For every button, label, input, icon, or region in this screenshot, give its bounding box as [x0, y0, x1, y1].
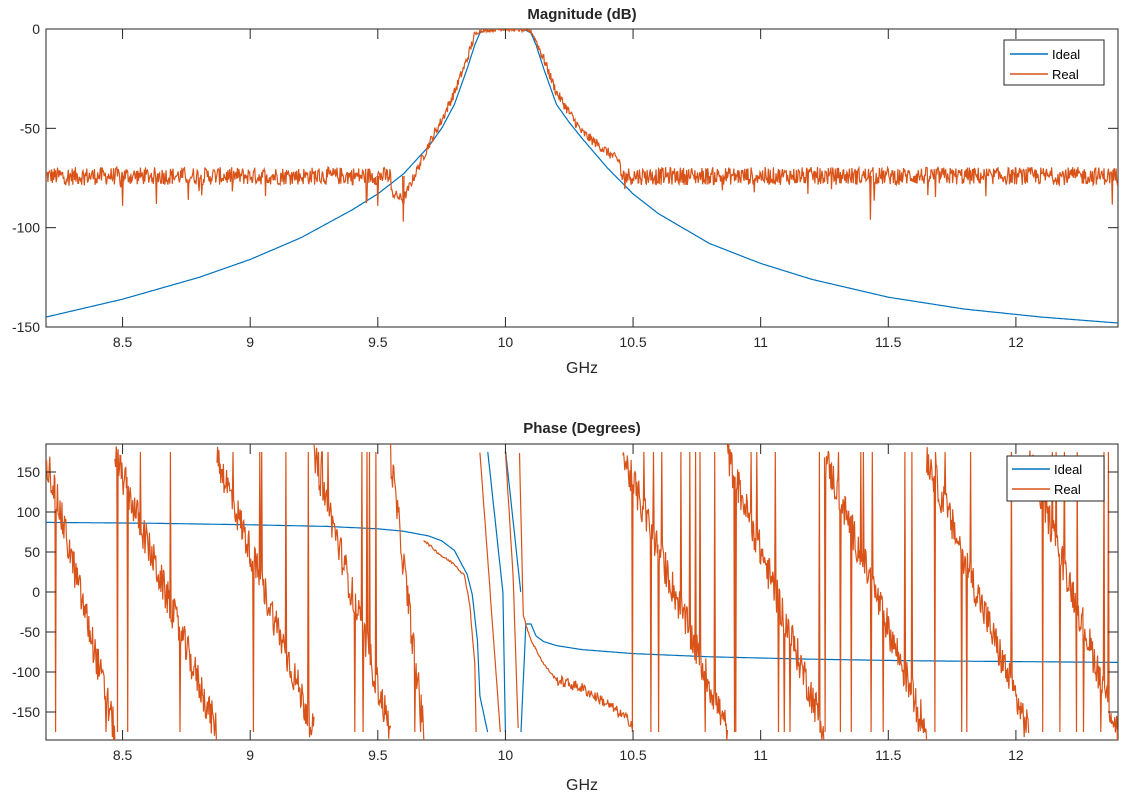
- phase-legend[interactable]: Ideal Real: [1006, 455, 1105, 502]
- magnitude-xtick-label: 9.5: [368, 334, 388, 350]
- phase-axes: 8.5 9 9.5 10 10.5 11 11.5 12 -150 -100 -50 0 50 100 15…: [12, 420, 1119, 794]
- phase-ytick-label: 100: [17, 504, 41, 520]
- phase-xtick-label: 9: [246, 747, 254, 763]
- phase-legend-box: [1006, 455, 1105, 502]
- magnitude-ticks: 8.5 9 9.5 10 10.5 11 11.5 12 -150 -100 -50 0: [12, 21, 1118, 350]
- phase-xtick-label: 10.5: [619, 747, 646, 763]
- magnitude-ytick-label: 0: [32, 21, 40, 37]
- phase-series-lines: [46, 444, 1118, 740]
- phase-ytick-label: 50: [24, 544, 40, 560]
- phase-xtick-label: 9.5: [368, 747, 388, 763]
- phase-legend-real-label: Real: [1054, 482, 1081, 497]
- phase-ytick-label: 0: [32, 584, 40, 600]
- phase-xtick-label: 12: [1008, 747, 1024, 763]
- magnitude-xtick-label: 8.5: [113, 334, 133, 350]
- magnitude-title: Magnitude (dB): [527, 6, 636, 23]
- phase-title: Phase (Degrees): [523, 420, 641, 437]
- magnitude-real-line: [46, 29, 1118, 222]
- phase-ytick-label: 150: [17, 464, 41, 480]
- phase-ticks: 8.5 9 9.5 10 10.5 11 11.5 12 -150 -100 -50 0 50 100 15…: [12, 444, 1118, 763]
- phase-plot-area: [45, 443, 1119, 741]
- magnitude-xtick-label: 12: [1008, 334, 1024, 350]
- magnitude-legend-box: [1003, 39, 1105, 86]
- phase-xlabel: GHz: [566, 777, 598, 794]
- phase-xtick-label: 8.5: [113, 747, 133, 763]
- magnitude-xlabel: GHz: [566, 360, 598, 377]
- magnitude-xtick-label: 10.5: [619, 334, 646, 350]
- phase-xtick-label: 10: [498, 747, 514, 763]
- magnitude-legend-ideal-label: Ideal: [1052, 47, 1080, 62]
- phase-ideal-line: [46, 451, 1118, 733]
- magnitude-ytick-label: -50: [20, 120, 40, 136]
- phase-ytick-label: -100: [12, 664, 40, 680]
- phase-real-line: [46, 444, 1118, 740]
- phase-ytick-label: -150: [12, 704, 40, 720]
- magnitude-ideal-line: [46, 29, 1118, 324]
- phase-xtick-label: 11: [753, 747, 768, 763]
- phase-xtick-label: 11.5: [875, 747, 901, 763]
- magnitude-series-lines: [46, 29, 1118, 324]
- magnitude-xtick-label: 9: [246, 334, 254, 350]
- magnitude-axes: 8.5 9 9.5 10 10.5 11 11.5 12 -150 -100 -50 0 Magnit…: [12, 6, 1119, 377]
- magnitude-xtick-label: 11: [753, 334, 768, 350]
- phase-legend-ideal-label: Ideal: [1054, 462, 1082, 477]
- magnitude-xtick-label: 11.5: [875, 334, 901, 350]
- magnitude-legend[interactable]: Ideal Real: [1003, 39, 1105, 86]
- phase-ytick-label: -50: [20, 624, 40, 640]
- magnitude-ytick-label: -100: [12, 220, 40, 236]
- magnitude-legend-real-label: Real: [1052, 67, 1079, 82]
- magnitude-xtick-label: 10: [498, 334, 514, 350]
- magnitude-ytick-label: -150: [12, 319, 40, 335]
